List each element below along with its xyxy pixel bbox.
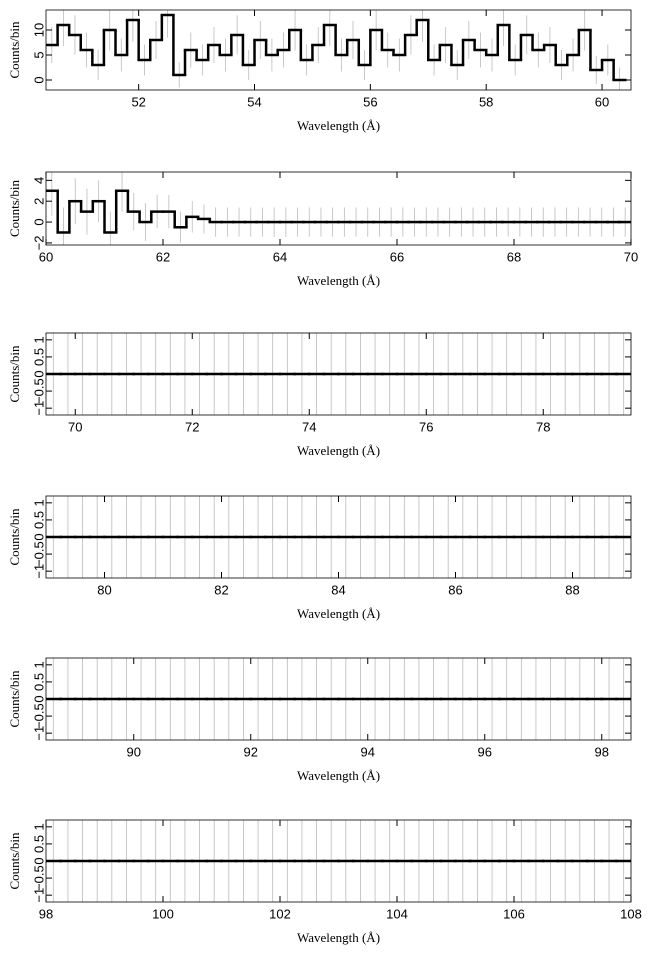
y-axis-label: Counts/bin (7, 21, 22, 79)
panel: 52 54 56 58 60 0 5 10 Wavelength (Å) Counts/bin (7, 9, 632, 133)
y-tick-label: −1 (31, 726, 46, 741)
x-tick-label: 102 (269, 906, 291, 921)
y-tick-label: 0.5 (31, 348, 46, 366)
plot-frame (45, 171, 632, 246)
y-tick-label: −1 (31, 401, 46, 416)
y-tick-label: 10 (31, 23, 46, 37)
y-tick-label: −1 (31, 564, 46, 579)
x-tick-label: 52 (131, 94, 145, 109)
plot-area (46, 496, 631, 578)
panel: 60 62 64 66 68 70 −2 0 2 4 Wavelength (Å) Counts/bi… (7, 171, 638, 288)
x-tick-label: 94 (361, 744, 375, 759)
y-tick-label: 0 (31, 533, 46, 540)
x-tick-label: 68 (507, 249, 521, 264)
panel: 98 100 102 104 106 108 −1−0.50 0.5 1 Wavelength (… (7, 819, 642, 945)
x-axis-label: Wavelength (Å) (297, 930, 380, 945)
x-axis-label: Wavelength (Å) (297, 606, 380, 621)
x-axis-label: Wavelength (Å) (297, 118, 380, 133)
y-tick-label: 2 (31, 198, 46, 205)
y-tick-label: 0.5 (31, 673, 46, 691)
x-tick-label: 104 (386, 906, 408, 921)
y-tick-label: 0.5 (31, 511, 46, 529)
y-tick-label: 5 (31, 51, 46, 58)
y-axis-label: Counts/bin (7, 832, 22, 890)
x-axis-label: Wavelength (Å) (297, 273, 380, 288)
y-tick-label: 0 (31, 857, 46, 864)
x-tick-label: 60 (39, 249, 53, 264)
y-axis-label: Counts/bin (7, 508, 22, 566)
x-tick-label: 90 (127, 744, 141, 759)
x-tick-label: 56 (363, 94, 377, 109)
x-axis-label: Wavelength (Å) (297, 768, 380, 783)
panel: 70 72 74 76 78 −1−0.50 0.5 1 Wavelength (Å) Count… (7, 332, 632, 458)
y-axis-label: Counts/bin (7, 345, 22, 403)
x-tick-label: 74 (302, 419, 316, 434)
x-tick-label: 58 (479, 94, 493, 109)
y-axis-label: Counts/bin (7, 670, 22, 728)
x-tick-label: 88 (565, 582, 579, 597)
x-tick-label: 98 (595, 744, 609, 759)
y-tick-label: 1 (31, 661, 46, 668)
y-tick-label: 1 (31, 823, 46, 830)
x-tick-label: 76 (419, 419, 433, 434)
y-axis-label: Counts/bin (7, 179, 22, 237)
y-tick-label: 0 (31, 695, 46, 702)
x-tick-label: 106 (503, 906, 525, 921)
y-tick-label: −0.5 (31, 541, 46, 567)
x-tick-label: 96 (478, 744, 492, 759)
x-tick-label: 66 (390, 249, 404, 264)
x-tick-label: 80 (97, 582, 111, 597)
y-tick-label: 0.5 (31, 835, 46, 853)
x-tick-label: 54 (247, 94, 261, 109)
y-tick-label: 0 (31, 218, 46, 225)
y-tick-label: 4 (31, 177, 46, 184)
y-tick-label: −2 (31, 236, 46, 251)
x-tick-label: 100 (152, 906, 174, 921)
x-tick-label: 72 (185, 419, 199, 434)
x-tick-label: 82 (214, 582, 228, 597)
x-tick-label: 60 (595, 94, 609, 109)
plot-area (46, 820, 631, 902)
x-tick-label: 70 (624, 249, 638, 264)
x-axis-label: Wavelength (Å) (297, 443, 380, 458)
panel: 80 82 84 86 88 −1−0.50 0.5 1 Wavelength (Å) Count… (7, 495, 632, 621)
x-tick-label: 64 (273, 249, 287, 264)
y-tick-label: 1 (31, 336, 46, 343)
plot-area (46, 172, 631, 245)
x-tick-label: 70 (68, 419, 82, 434)
plot-frame (45, 9, 632, 91)
x-tick-label: 78 (536, 419, 550, 434)
plot-area (46, 658, 631, 740)
x-tick-label: 86 (448, 582, 462, 597)
x-tick-label: 84 (331, 582, 345, 597)
panel: 90 92 94 96 98 −1−0.50 0.5 1 Wavelength (Å) Count… (7, 657, 632, 783)
plot-area (46, 10, 627, 90)
plot-area (46, 333, 631, 415)
y-tick-label: −0.5 (31, 378, 46, 404)
x-tick-label: 98 (39, 906, 53, 921)
y-tick-label: 0 (31, 76, 46, 83)
x-tick-label: 108 (620, 906, 642, 921)
y-tick-label: −0.5 (31, 703, 46, 729)
y-tick-label: −1 (31, 888, 46, 903)
y-tick-label: 1 (31, 499, 46, 506)
x-tick-label: 92 (244, 744, 258, 759)
x-tick-label: 62 (156, 249, 170, 264)
y-tick-label: −0.5 (31, 865, 46, 891)
y-tick-label: 0 (31, 370, 46, 377)
